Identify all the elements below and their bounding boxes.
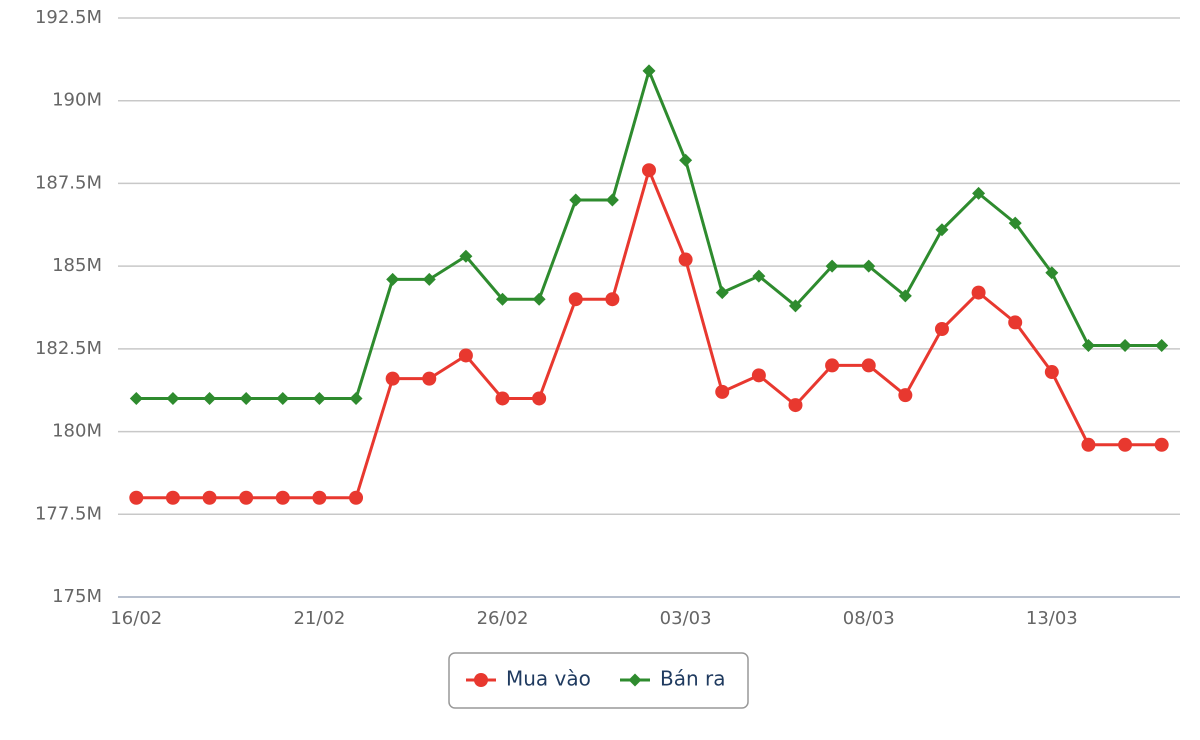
point <box>605 292 620 307</box>
point <box>239 391 253 405</box>
point <box>898 388 913 403</box>
point <box>458 348 473 363</box>
point <box>971 285 986 300</box>
point <box>715 384 730 399</box>
point <box>312 490 327 505</box>
point <box>678 252 693 267</box>
point <box>312 391 326 405</box>
point <box>422 272 436 286</box>
point <box>628 673 642 687</box>
point <box>496 292 510 306</box>
point <box>1045 266 1059 280</box>
point <box>129 490 144 505</box>
legend-label: Bán ra <box>660 667 726 691</box>
point <box>1008 315 1023 330</box>
point <box>386 272 400 286</box>
point <box>788 398 803 413</box>
point <box>495 391 510 406</box>
point <box>935 223 949 237</box>
point <box>569 193 583 207</box>
point <box>349 490 364 505</box>
x-tick-label: 26/02 <box>477 608 529 629</box>
point <box>1008 216 1022 230</box>
point <box>1118 437 1133 452</box>
y-tick-label: 192.5M <box>35 7 102 28</box>
point <box>1154 437 1169 452</box>
point <box>474 673 488 687</box>
legend-box <box>448 652 749 709</box>
point <box>276 391 290 405</box>
point <box>1118 339 1132 353</box>
point <box>1044 365 1059 380</box>
point <box>825 259 839 273</box>
point <box>972 186 986 200</box>
point <box>129 391 143 405</box>
y-tick-label: 175M <box>52 586 102 607</box>
y-tick-label: 190M <box>52 90 102 111</box>
y-tick-label: 182.5M <box>35 338 102 359</box>
y-tick-label: 180M <box>52 421 102 442</box>
point <box>166 391 180 405</box>
point <box>642 64 656 78</box>
point <box>825 358 840 373</box>
series-line <box>136 168 1162 500</box>
y-tick-label: 187.5M <box>35 172 102 193</box>
point <box>202 490 217 505</box>
point <box>788 299 802 313</box>
point <box>385 371 400 386</box>
point <box>239 490 254 505</box>
x-tick-label: 16/02 <box>110 608 162 629</box>
point <box>422 371 437 386</box>
y-tick-label: 177.5M <box>35 503 102 524</box>
x-tick-label: 13/03 <box>1026 608 1078 629</box>
point <box>532 391 547 406</box>
point <box>532 292 546 306</box>
point <box>1081 339 1095 353</box>
point <box>1081 437 1096 452</box>
y-tick-label: 185M <box>52 255 102 276</box>
point <box>1155 339 1169 353</box>
point <box>203 391 217 405</box>
point <box>898 289 912 303</box>
point <box>862 259 876 273</box>
point <box>934 322 949 337</box>
point <box>275 490 290 505</box>
point <box>752 269 766 283</box>
point <box>679 153 693 167</box>
point <box>861 358 876 373</box>
point <box>605 193 619 207</box>
point <box>715 286 729 300</box>
point <box>751 368 766 383</box>
x-tick-label: 08/03 <box>843 608 895 629</box>
legend-label: Mua vào <box>506 667 591 691</box>
x-tick-label: 21/02 <box>293 608 345 629</box>
point <box>459 249 473 263</box>
point <box>165 490 180 505</box>
point <box>568 292 583 307</box>
point <box>349 391 363 405</box>
point <box>642 163 656 178</box>
x-tick-label: 03/03 <box>660 608 712 629</box>
